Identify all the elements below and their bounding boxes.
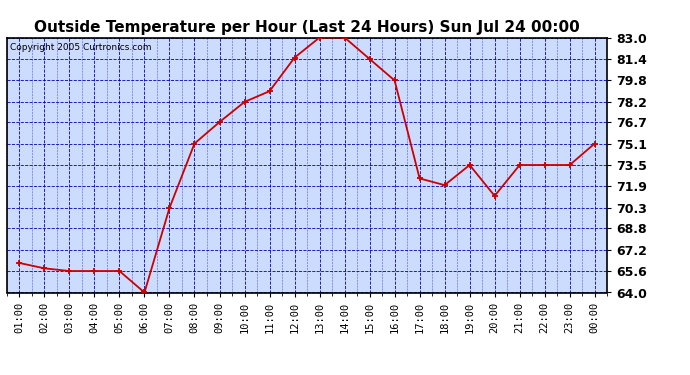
Text: Copyright 2005 Curtronics.com: Copyright 2005 Curtronics.com [10, 43, 151, 52]
Title: Outside Temperature per Hour (Last 24 Hours) Sun Jul 24 00:00: Outside Temperature per Hour (Last 24 Ho… [34, 20, 580, 35]
